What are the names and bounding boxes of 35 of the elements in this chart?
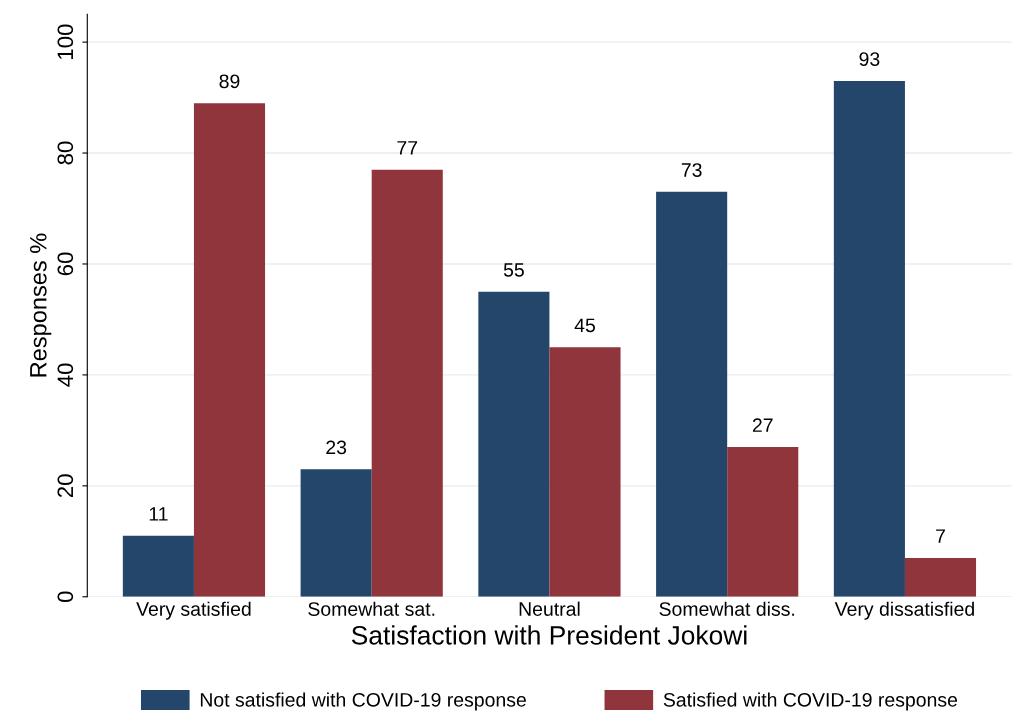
data-label: 73 [681, 163, 702, 177]
y-tick-label: 100 [57, 24, 74, 59]
bar [478, 291, 550, 597]
x-tick-label: Somewhat diss. [659, 601, 795, 616]
y-tick-label: 80 [57, 141, 74, 165]
data-label: 23 [326, 440, 347, 455]
y-tick-label: 20 [57, 474, 74, 498]
bar [549, 347, 621, 597]
bar [193, 103, 266, 597]
x-tick-label: Neutral [519, 601, 580, 616]
y-tick-label: 60 [57, 252, 74, 276]
legend-label: Satisfied with COVID-19 response [663, 692, 958, 711]
x-tick-label: Very satisfied [136, 601, 251, 620]
data-label: 11 [149, 507, 168, 521]
legend-label: Not satisfied with COVID-19 response [200, 692, 526, 711]
x-axis-title: Satisfaction with President Jokowi [351, 625, 747, 645]
bar [122, 535, 194, 597]
bar [300, 469, 372, 597]
data-label: 45 [574, 318, 595, 333]
bar [727, 447, 799, 597]
bar [904, 557, 977, 597]
data-label: 77 [397, 141, 418, 155]
data-label: 27 [752, 418, 773, 432]
data-label: 89 [219, 74, 240, 89]
x-tick-label: Somewhat sat. [308, 601, 435, 616]
y-axis-title: Responses % [30, 233, 52, 377]
bar [656, 191, 728, 597]
y-tick-label: 40 [57, 363, 74, 387]
x-tick-label: Very dissatisfied [834, 601, 974, 620]
data-label: 93 [859, 52, 880, 66]
data-label: 55 [503, 263, 524, 277]
bar [371, 169, 443, 597]
y-tick-label: 0 [57, 591, 74, 603]
bar [833, 80, 905, 597]
data-label: 7 [936, 529, 945, 543]
